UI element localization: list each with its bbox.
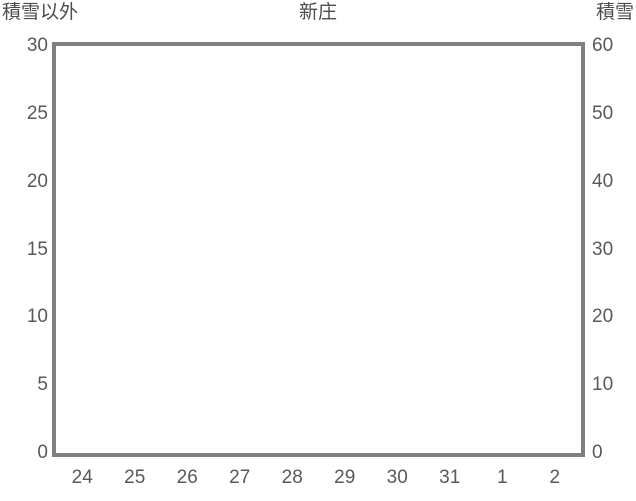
y-axis-right-tick: 10 <box>592 374 614 396</box>
y-axis-left-tick: 25 <box>26 102 48 124</box>
y-axis-left-tick: 5 <box>37 374 48 396</box>
x-axis-tick: 29 <box>334 467 356 488</box>
y-axis-left-tick: 30 <box>26 35 48 56</box>
left-axis-title: 積雪以外 <box>2 2 79 23</box>
y-axis-right-tick: 50 <box>592 102 614 124</box>
y-axis-right-tick: 0 <box>592 442 603 463</box>
y-axis-left-tick: 10 <box>26 306 48 328</box>
x-axis-tick: 31 <box>439 467 461 488</box>
y-axis-right-tick: 60 <box>592 35 614 56</box>
x-axis-tick: 30 <box>386 467 408 488</box>
page-title: 新庄 <box>298 2 337 23</box>
x-axis-tick: 25 <box>124 467 146 488</box>
x-axis-tick: 28 <box>281 467 303 488</box>
x-axis-tick: 2 <box>549 467 561 488</box>
right-axis-title: 積雪 <box>595 2 634 23</box>
y-axis-left-tick: 15 <box>26 238 48 260</box>
plot-frame <box>52 42 585 457</box>
y-axis-left-tick: 20 <box>26 170 48 192</box>
x-axis-tick: 24 <box>71 467 93 488</box>
y-axis-right-tick: 40 <box>592 170 614 192</box>
plot-area <box>52 42 585 457</box>
x-axis-tick: 26 <box>176 467 198 488</box>
x-axis-tick: 27 <box>229 467 251 488</box>
y-axis-left-tick: 0 <box>37 442 48 463</box>
y-axis-right-tick: 30 <box>592 238 614 260</box>
x-axis-tick: 1 <box>496 467 508 488</box>
y-axis-right-tick: 20 <box>592 306 614 328</box>
